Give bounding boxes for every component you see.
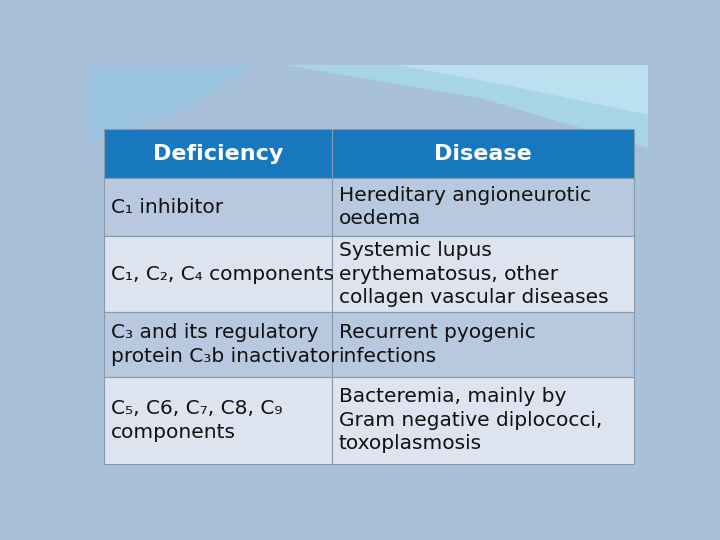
- Polygon shape: [90, 65, 258, 140]
- Text: Disease: Disease: [434, 144, 532, 164]
- Text: C₅, C6, C₇, C8, C₉
components: C₅, C6, C₇, C8, C₉ components: [111, 399, 282, 442]
- Polygon shape: [285, 65, 648, 148]
- Bar: [332, 178, 634, 237]
- Bar: [332, 237, 634, 312]
- Text: Hereditary angioneurotic
oedema: Hereditary angioneurotic oedema: [338, 186, 590, 228]
- Text: Systemic lupus
erythematosus, other
collagen vascular diseases: Systemic lupus erythematosus, other coll…: [338, 241, 608, 307]
- Bar: [104, 237, 332, 312]
- Bar: [104, 129, 332, 178]
- Bar: [104, 377, 332, 464]
- Text: C₁, C₂, C₄ components: C₁, C₂, C₄ components: [111, 265, 334, 284]
- Text: Deficiency: Deficiency: [153, 144, 283, 164]
- Text: C₁ inhibitor: C₁ inhibitor: [111, 198, 222, 217]
- Text: Recurrent pyogenic
infections: Recurrent pyogenic infections: [338, 323, 536, 366]
- Text: C₃ and its regulatory
protein C₃b inactivator: C₃ and its regulatory protein C₃b inacti…: [111, 323, 338, 366]
- Bar: [104, 178, 332, 237]
- Bar: [332, 312, 634, 377]
- Bar: [104, 312, 332, 377]
- Text: Bacteremia, mainly by
Gram negative diplococci,
toxoplasmosis: Bacteremia, mainly by Gram negative dipl…: [338, 388, 602, 454]
- Bar: [332, 377, 634, 464]
- Bar: [332, 129, 634, 178]
- Polygon shape: [397, 65, 648, 114]
